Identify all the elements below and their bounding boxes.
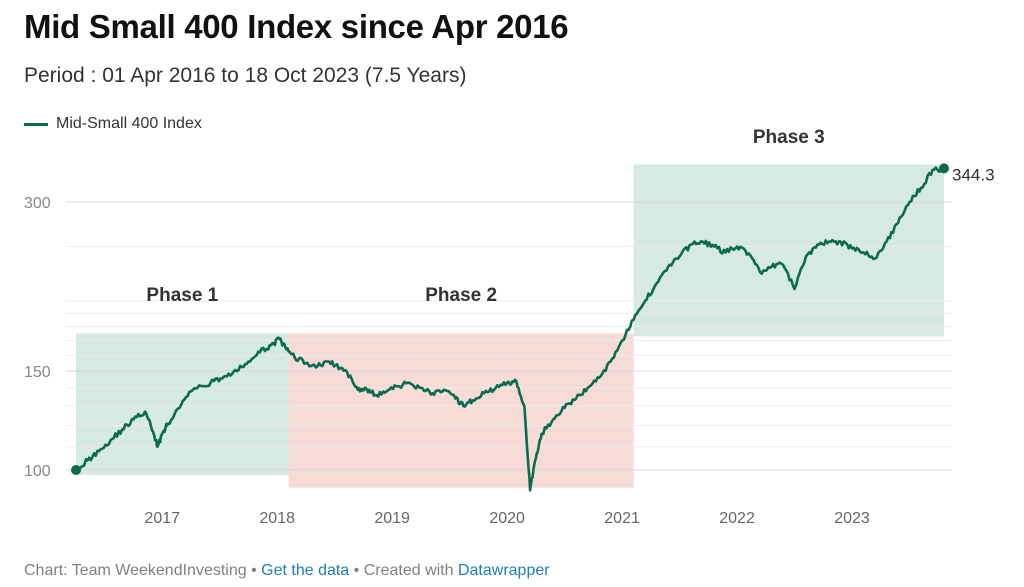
datawrapper-link[interactable]: Datawrapper <box>457 562 550 579</box>
chart-title: Mid Small 400 Index since Apr 2016 <box>24 8 569 45</box>
phase-region-3 <box>633 164 944 337</box>
series-line-mid-small-400 <box>75 166 945 492</box>
x-tick-label: 2017 <box>144 510 180 527</box>
grid-lines <box>66 201 952 471</box>
y-tick-label: 150 <box>24 364 51 381</box>
x-tick-label: 2018 <box>259 510 295 527</box>
x-tick-label: 2020 <box>489 510 525 527</box>
y-tick-label: 100 <box>24 463 51 480</box>
start-point <box>71 465 81 475</box>
footer-credit: Chart: Team WeekendInvesting • <box>24 562 262 579</box>
series-layer: 344.3 <box>71 163 995 492</box>
phase-label-2: Phase 2 <box>425 285 497 306</box>
x-tick-label: 2021 <box>604 510 640 527</box>
y-axis-ticks: 100 150 300 <box>24 195 51 480</box>
phase-label-1: Phase 1 <box>146 285 218 306</box>
chart-subtitle: Period : 01 Apr 2016 to 18 Oct 2023 (7.5… <box>24 64 467 87</box>
x-tick-label: 2022 <box>719 510 755 527</box>
y-tick-label: 300 <box>24 195 51 212</box>
legend-swatch <box>24 122 48 126</box>
x-tick-label: 2019 <box>374 510 410 527</box>
chart-footer: Chart: Team WeekendInvesting • Get the d… <box>24 562 550 580</box>
x-axis-ticks: 2017 2018 2019 2020 2021 2022 2023 <box>144 510 869 527</box>
phase-labels: Phase 1 Phase 2 Phase 3 <box>146 127 824 306</box>
end-value-label: 344.3 <box>952 165 995 184</box>
get-data-link[interactable]: Get the data <box>261 562 350 579</box>
footer-created-with: • Created with <box>349 562 458 579</box>
phase-regions <box>76 164 944 488</box>
phase-label-3: Phase 3 <box>753 127 825 148</box>
phase-region-2 <box>288 333 634 488</box>
end-point <box>939 163 949 174</box>
legend-label: Mid-Small 400 Index <box>56 115 202 132</box>
x-tick-label: 2023 <box>834 510 870 527</box>
legend: Mid-Small 400 Index <box>24 115 202 133</box>
